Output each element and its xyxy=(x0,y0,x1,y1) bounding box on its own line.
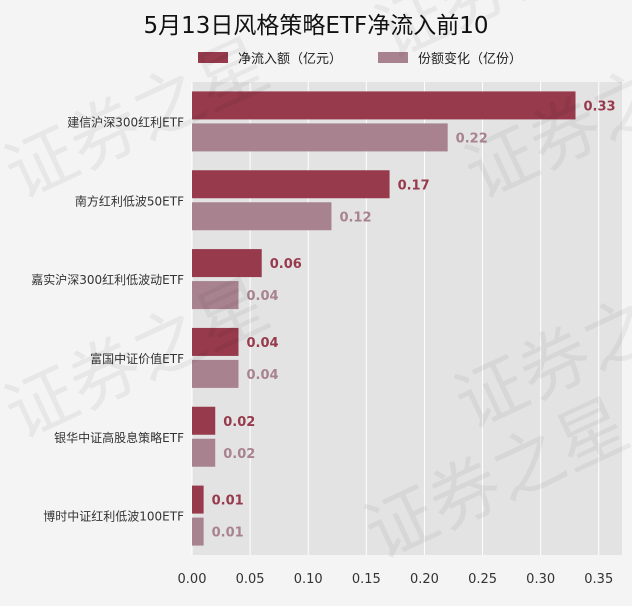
bar xyxy=(192,485,204,514)
data-label: 0.04 xyxy=(246,336,278,351)
category-label: 银华中证高股息策略ETF xyxy=(54,430,184,445)
category-label: 博时中证红利低波100ETF xyxy=(43,509,184,524)
data-label: 0.33 xyxy=(584,99,616,114)
x-tick-label: 0.00 xyxy=(178,572,207,587)
bar xyxy=(192,517,204,546)
data-label: 0.04 xyxy=(246,368,278,383)
chart-title: 5月13日风格策略ETF净流入前10 xyxy=(143,13,489,39)
legend-item-net-inflow: 净流入额（亿元） xyxy=(198,48,342,67)
data-label: 0.02 xyxy=(223,415,255,430)
category-label: 嘉实沪深300红利低波动ETF xyxy=(31,272,184,287)
data-label: 0.04 xyxy=(246,289,278,304)
category-label: 南方红利低波50ETF xyxy=(75,193,184,208)
x-tick-label: 0.10 xyxy=(294,572,323,587)
bar xyxy=(192,327,239,356)
bars: 0.33 0.22 建信沪深300红利ETF 0.17 0.12 南方红利低波50ETF 0… xyxy=(31,91,616,546)
legend-swatch-net-inflow xyxy=(198,51,228,63)
legend-label-net-inflow: 净流入额（亿元） xyxy=(238,51,343,67)
legend-item-share-change: 份额变化（亿份） xyxy=(378,48,522,67)
plot-area xyxy=(192,82,622,555)
watermark-text: 证券之星 xyxy=(363,0,632,75)
x-tick-label: 0.30 xyxy=(526,572,555,587)
axes: 0.00 0.05 0.10 0.15 0.20 0.25 0.30 0.35 xyxy=(178,572,614,587)
data-label: 0.02 xyxy=(223,447,255,462)
category-label: 建信沪深300红利ETF xyxy=(67,114,184,129)
data-label: 0.01 xyxy=(212,526,244,541)
bar xyxy=(192,91,576,120)
bar xyxy=(192,281,239,310)
bar xyxy=(192,170,390,199)
x-tick-label: 0.35 xyxy=(584,572,613,587)
x-tick-label: 0.25 xyxy=(468,572,497,587)
bar xyxy=(192,438,216,467)
bar xyxy=(192,202,332,231)
x-tick-label: 0.20 xyxy=(410,572,439,587)
x-tick-label: 0.05 xyxy=(236,572,265,587)
bar xyxy=(192,123,448,152)
category-label: 富国中证价值ETF xyxy=(90,351,184,366)
legend-label-share-change: 份额变化（亿份） xyxy=(418,51,523,67)
data-label: 0.01 xyxy=(212,494,244,509)
data-label: 0.12 xyxy=(339,210,371,225)
legend-swatch-share-change xyxy=(378,51,409,63)
data-label: 0.17 xyxy=(398,178,430,193)
bar xyxy=(192,359,239,388)
bar xyxy=(192,249,262,278)
bar xyxy=(192,406,216,435)
data-label: 0.22 xyxy=(456,131,488,146)
data-label: 0.06 xyxy=(270,257,302,272)
x-tick-label: 0.15 xyxy=(352,572,381,587)
grid-lines xyxy=(191,82,600,555)
legend: 净流入额（亿元） 份额变化（亿份） xyxy=(198,47,558,67)
